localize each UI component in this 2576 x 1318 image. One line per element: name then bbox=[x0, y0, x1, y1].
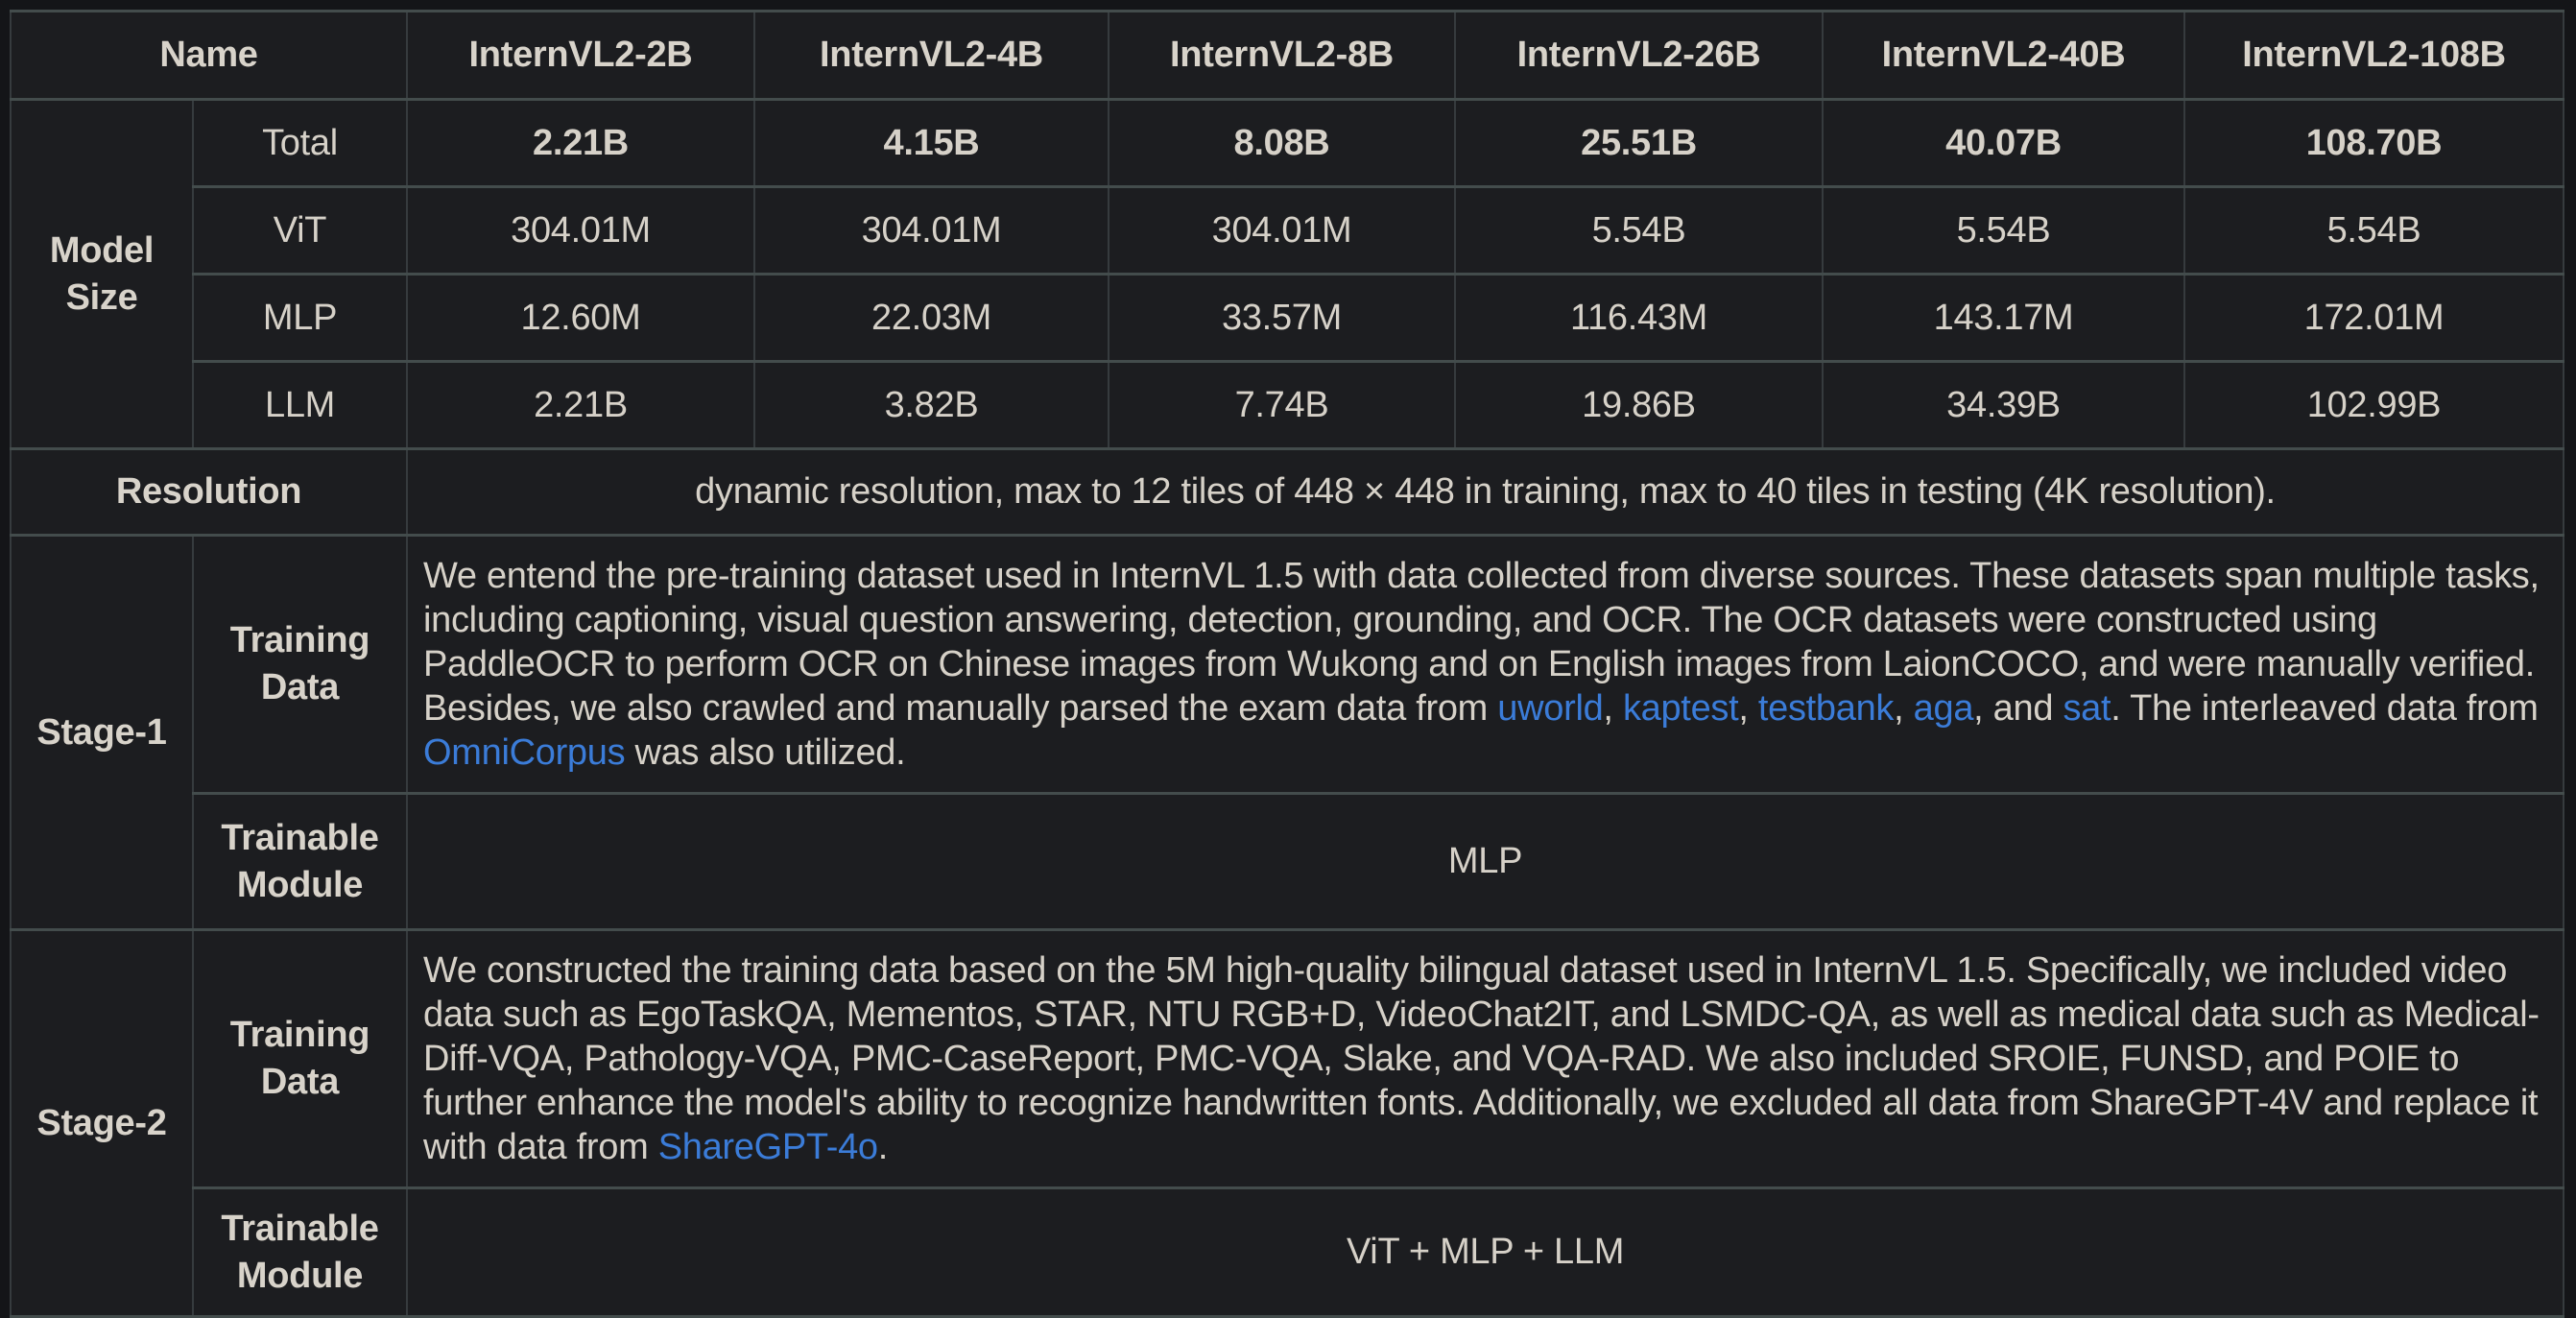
cell-resolution-text: dynamic resolution, max to 12 tiles of 4… bbox=[406, 447, 2564, 537]
cell-llm-108b: 102.99B bbox=[2183, 360, 2564, 450]
row-label-stage2-trainable-module: Trainable Module bbox=[192, 1186, 408, 1318]
paragraph-text: was also utilized. bbox=[625, 732, 906, 773]
cell-mlp-8b: 33.57M bbox=[1108, 273, 1456, 363]
inline-link[interactable]: testbank bbox=[1757, 688, 1895, 729]
cell-stage1-trainable-module-value: MLP bbox=[406, 792, 2564, 931]
cell-llm-40b: 34.39B bbox=[1822, 360, 2185, 450]
cell-vit-4b: 304.01M bbox=[753, 185, 1109, 276]
row-label-total: Total bbox=[192, 98, 408, 188]
cell-stage1-training-data-text: We entend the pre-training dataset used … bbox=[406, 534, 2564, 795]
row-label-llm: LLM bbox=[192, 360, 408, 450]
row-label-vit: ViT bbox=[192, 185, 408, 276]
cell-stage2-trainable-module-value: ViT + MLP + LLM bbox=[406, 1186, 2564, 1318]
cell-mlp-4b: 22.03M bbox=[753, 273, 1109, 363]
row-label-stage2-training-data: Training Data bbox=[192, 928, 408, 1189]
header-name: Name bbox=[10, 10, 408, 101]
row-label-stage1-trainable-module: Trainable Module bbox=[192, 792, 408, 931]
header-internvl2-2b: InternVL2-2B bbox=[406, 10, 755, 101]
cell-stage2-training-data-text: We constructed the training data based o… bbox=[406, 928, 2564, 1189]
table-header-row: Name InternVL2-2B InternVL2-4B InternVL2… bbox=[10, 10, 2564, 101]
cell-vit-40b: 5.54B bbox=[1822, 185, 2185, 276]
row-stage2-training-data: Stage-2 Training Data We constructed the… bbox=[10, 928, 2564, 1318]
group-label-model-size: Model Size bbox=[10, 98, 194, 450]
cell-vit-8b: 304.01M bbox=[1108, 185, 1456, 276]
row-stage1-trainable-module: Trainable Module MLP bbox=[11, 792, 2564, 931]
cell-vit-2b: 304.01M bbox=[406, 185, 755, 276]
cell-vit-26b: 5.54B bbox=[1454, 185, 1824, 276]
header-internvl2-26b: InternVL2-26B bbox=[1454, 10, 1824, 101]
row-resolution: Resolution dynamic resolution, max to 12… bbox=[10, 447, 2564, 537]
inline-link[interactable]: sat bbox=[2063, 688, 2111, 729]
header-internvl2-108b: InternVL2-108B bbox=[2183, 10, 2564, 101]
row-label-resolution: Resolution bbox=[10, 447, 408, 537]
paragraph-text: We constructed the training data based o… bbox=[423, 950, 2540, 1167]
row-llm: LLM 2.21B 3.82B 7.74B 19.86B 34.39B 102.… bbox=[11, 360, 2564, 450]
paragraph-text: . The interleaved data from bbox=[2111, 688, 2539, 729]
paragraph-text: We entend the pre-training dataset used … bbox=[423, 556, 2540, 729]
paragraph-text: , bbox=[1894, 688, 1914, 729]
inline-link[interactable]: aga bbox=[1913, 688, 1974, 729]
inline-link[interactable]: kaptest bbox=[1622, 688, 1739, 729]
inline-link[interactable]: uworld bbox=[1497, 688, 1604, 729]
paragraph-text: , bbox=[1603, 688, 1623, 729]
row-label-mlp: MLP bbox=[192, 273, 408, 363]
cell-llm-26b: 19.86B bbox=[1454, 360, 1824, 450]
cell-llm-8b: 7.74B bbox=[1108, 360, 1456, 450]
cell-llm-2b: 2.21B bbox=[406, 360, 755, 450]
row-mlp: MLP 12.60M 22.03M 33.57M 116.43M 143.17M… bbox=[11, 273, 2564, 363]
model-spec-table: Name InternVL2-2B InternVL2-4B InternVL2… bbox=[10, 10, 2564, 1318]
row-stage1-training-data: Stage-1 Training Data We entend the pre-… bbox=[10, 534, 2564, 931]
inline-link[interactable]: OmniCorpus bbox=[423, 732, 626, 773]
row-vit: ViT 304.01M 304.01M 304.01M 5.54B 5.54B … bbox=[11, 185, 2564, 276]
cell-total-4b: 4.15B bbox=[753, 98, 1109, 188]
cell-total-108b: 108.70B bbox=[2183, 98, 2564, 188]
inline-link[interactable]: ShareGPT-4o bbox=[657, 1127, 878, 1167]
cell-mlp-26b: 116.43M bbox=[1454, 273, 1824, 363]
cell-mlp-40b: 143.17M bbox=[1822, 273, 2185, 363]
header-internvl2-4b: InternVL2-4B bbox=[753, 10, 1109, 101]
cell-vit-108b: 5.54B bbox=[2183, 185, 2564, 276]
cell-total-8b: 8.08B bbox=[1108, 98, 1456, 188]
cell-llm-4b: 3.82B bbox=[753, 360, 1109, 450]
cell-total-2b: 2.21B bbox=[406, 98, 755, 188]
paragraph-text: , and bbox=[1973, 688, 2063, 729]
row-stage2-trainable-module: Trainable Module ViT + MLP + LLM bbox=[11, 1186, 2564, 1318]
header-internvl2-40b: InternVL2-40B bbox=[1822, 10, 2185, 101]
row-total: Model Size Total 2.21B 4.15B 8.08B 25.51… bbox=[10, 98, 2564, 450]
cell-mlp-108b: 172.01M bbox=[2183, 273, 2564, 363]
cell-total-26b: 25.51B bbox=[1454, 98, 1824, 188]
group-label-stage-2: Stage-2 bbox=[10, 928, 194, 1318]
group-label-stage-1: Stage-1 bbox=[10, 534, 194, 931]
cell-mlp-2b: 12.60M bbox=[406, 273, 755, 363]
paragraph-text: . bbox=[877, 1127, 889, 1167]
header-internvl2-8b: InternVL2-8B bbox=[1108, 10, 1456, 101]
cell-total-40b: 40.07B bbox=[1822, 98, 2185, 188]
row-label-stage1-training-data: Training Data bbox=[192, 534, 408, 795]
paragraph-text: , bbox=[1738, 688, 1758, 729]
